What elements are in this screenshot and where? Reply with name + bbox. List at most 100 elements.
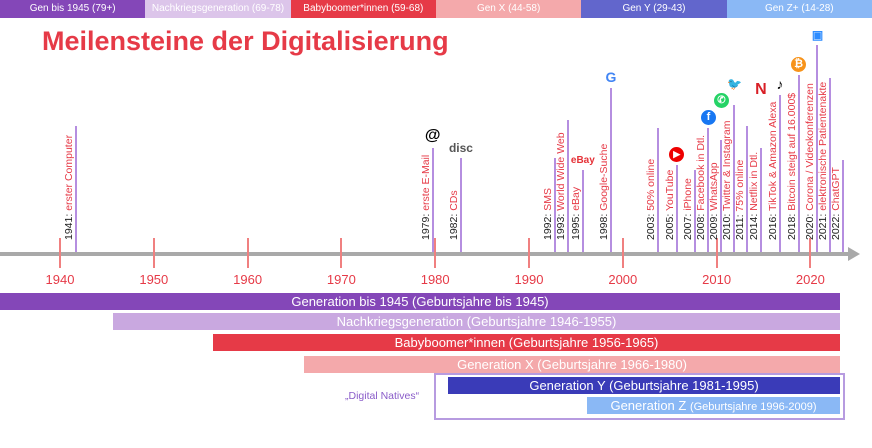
milestone-separator: : (541, 210, 554, 217)
milestone-separator: : (644, 210, 657, 217)
twitter-instagram-icon: 🐦 (726, 77, 742, 91)
milestone-line (656, 128, 659, 252)
decade-label: 1940 (45, 272, 75, 287)
milestone-separator: : (785, 210, 798, 217)
milestone-year: 2022 (830, 216, 843, 240)
milestone-line (816, 45, 819, 252)
youtube-icon: ▶ (669, 147, 685, 162)
milestone-text: TikTok & Amazon Alexa (766, 101, 779, 211)
milestone-label: 1982: CDs (448, 190, 460, 240)
milestone-year: 2018 (785, 216, 798, 240)
milestone-line (610, 88, 613, 252)
milestone-line (746, 126, 749, 252)
milestone-line (707, 128, 710, 252)
milestone-text: CDs (447, 190, 460, 211)
decade-label: 1990 (514, 272, 544, 287)
decade-tick (59, 238, 61, 268)
decade-label: 2010 (702, 272, 732, 287)
decade-label: 1950 (139, 272, 169, 287)
zoom-teams-icon: ▣ (811, 28, 824, 42)
decade-label: 1980 (420, 272, 450, 287)
milestone-year: 1995 (569, 216, 582, 240)
generation-label: Generation bis 1945 (Geburtsjahre bis 19… (291, 294, 549, 309)
milestone-label: 2022: ChatGPT (830, 167, 842, 240)
milestone-text: Twitter & Instagram (721, 120, 734, 211)
milestone-text: erste E-Mail (419, 154, 432, 211)
milestone-year: 2011 (734, 217, 747, 240)
milestone-year: 2003 (644, 216, 657, 240)
google-icon: G (605, 69, 617, 85)
decade-tick (621, 238, 624, 268)
generation-bar: Generation bis 1945 (Geburtsjahre bis 19… (0, 293, 840, 310)
milestone-line (760, 148, 763, 252)
milestone-label: 1941: erster Computer (63, 135, 75, 240)
milestone-label: 1993: World Wide Web (555, 132, 567, 240)
milestone-separator: : (598, 210, 611, 217)
digital-natives-label: „Digital Natives“ (345, 390, 420, 402)
milestone-year: 1993 (554, 216, 567, 240)
milestone-text: ChatGPT (830, 167, 843, 211)
milestone-text: Netflix in Dtl. (748, 151, 761, 211)
decade-tick (809, 238, 812, 268)
netflix-icon: N (755, 81, 767, 98)
milestone-text: WhatsApp (708, 162, 721, 211)
compact-disc-icon: disc (448, 141, 473, 155)
bitcoin-icon: ₿ (791, 57, 807, 72)
tab-generation: Babyboomer*innen (59-68) (290, 0, 436, 18)
milestone-year: 2008 (695, 216, 708, 240)
tab-generation: Gen bis 1945 (79+) (0, 0, 146, 18)
milestone-line (720, 140, 723, 252)
milestone-label: 1979: erste E-Mail (420, 155, 432, 240)
milestone-year: 2009 (708, 216, 721, 240)
milestone-label: 2018: Bitcoin steigt auf 16.000$ (786, 93, 798, 240)
generation-label: Generation X (Geburtsjahre 1966-1980) (457, 357, 687, 372)
milestone-separator: : (663, 210, 676, 217)
generation-tabs: Gen bis 1945 (79+) Nachkriegsgeneration (… (0, 0, 872, 18)
milestone-text: Facebook in Dtl. (695, 134, 708, 211)
decade-label: 2000 (608, 272, 638, 287)
milestone-separator: : (766, 210, 779, 217)
milestone-separator: : (419, 210, 432, 217)
generation-bar: Generation X (Geburtsjahre 1966-1980) (304, 356, 840, 373)
milestone-text: Corona / Videokonferenzen (804, 83, 817, 211)
generation-label: Nachkriegsgeneration (Geburtsjahre 1946-… (336, 314, 617, 329)
milestone-line (694, 170, 697, 252)
milestone-label: 2020: Corona / Videokonferenzen (804, 83, 816, 240)
tab-generation: Nachkriegsgeneration (69-78) (145, 0, 291, 18)
milestone-year: 1979 (419, 216, 432, 240)
decade-tick (246, 238, 249, 268)
milestone-line (675, 165, 678, 252)
decade-tick (434, 238, 437, 268)
milestone-line (459, 158, 462, 252)
facebook-icon: f (700, 110, 716, 125)
milestone-year: 2021 (817, 216, 830, 240)
generation-bar: Generation Z (Geburtsjahre 1996-2009) (587, 397, 840, 414)
milestone-label: 1995: eBay (570, 187, 582, 240)
milestone-text: elektronische Patientenakte (817, 81, 830, 211)
generation-bar: Generation Y (Geburtsjahre 1981-1995) (448, 377, 840, 394)
at-icon: @ (424, 127, 441, 144)
milestone-separator: : (554, 210, 567, 217)
milestone-line (778, 95, 781, 252)
digital-natives-box (434, 373, 845, 420)
milestone-text: erster Computer (63, 134, 76, 211)
milestone-separator: : (695, 210, 708, 217)
generation-sublabel: (Geburtsjahre 1996-2009) (689, 401, 817, 413)
milestone-line (797, 75, 800, 252)
milestone-label: 2021: elektronische Patientenakte (817, 82, 829, 240)
milestone-text: 50% online (644, 158, 657, 211)
milestone-year: 2005 (663, 216, 676, 240)
milestone-text: 75% online (734, 159, 747, 212)
milestone-year: 1998 (598, 216, 611, 240)
decade-label: 1970 (326, 272, 356, 287)
milestone-year: 2016 (766, 216, 779, 240)
milestone-separator: : (63, 210, 76, 217)
tab-generation: Gen Y (29-43) (581, 0, 727, 18)
milestone-year: 1992 (541, 216, 554, 240)
axis-arrow-icon (848, 247, 860, 261)
milestone-separator: : (682, 210, 695, 217)
milestone-label: 2011: 75% online (734, 160, 746, 240)
milestone-separator: : (804, 210, 817, 217)
generation-label: Generation Z (610, 398, 687, 413)
generation-bar: Nachkriegsgeneration (Geburtsjahre 1946-… (113, 313, 840, 330)
